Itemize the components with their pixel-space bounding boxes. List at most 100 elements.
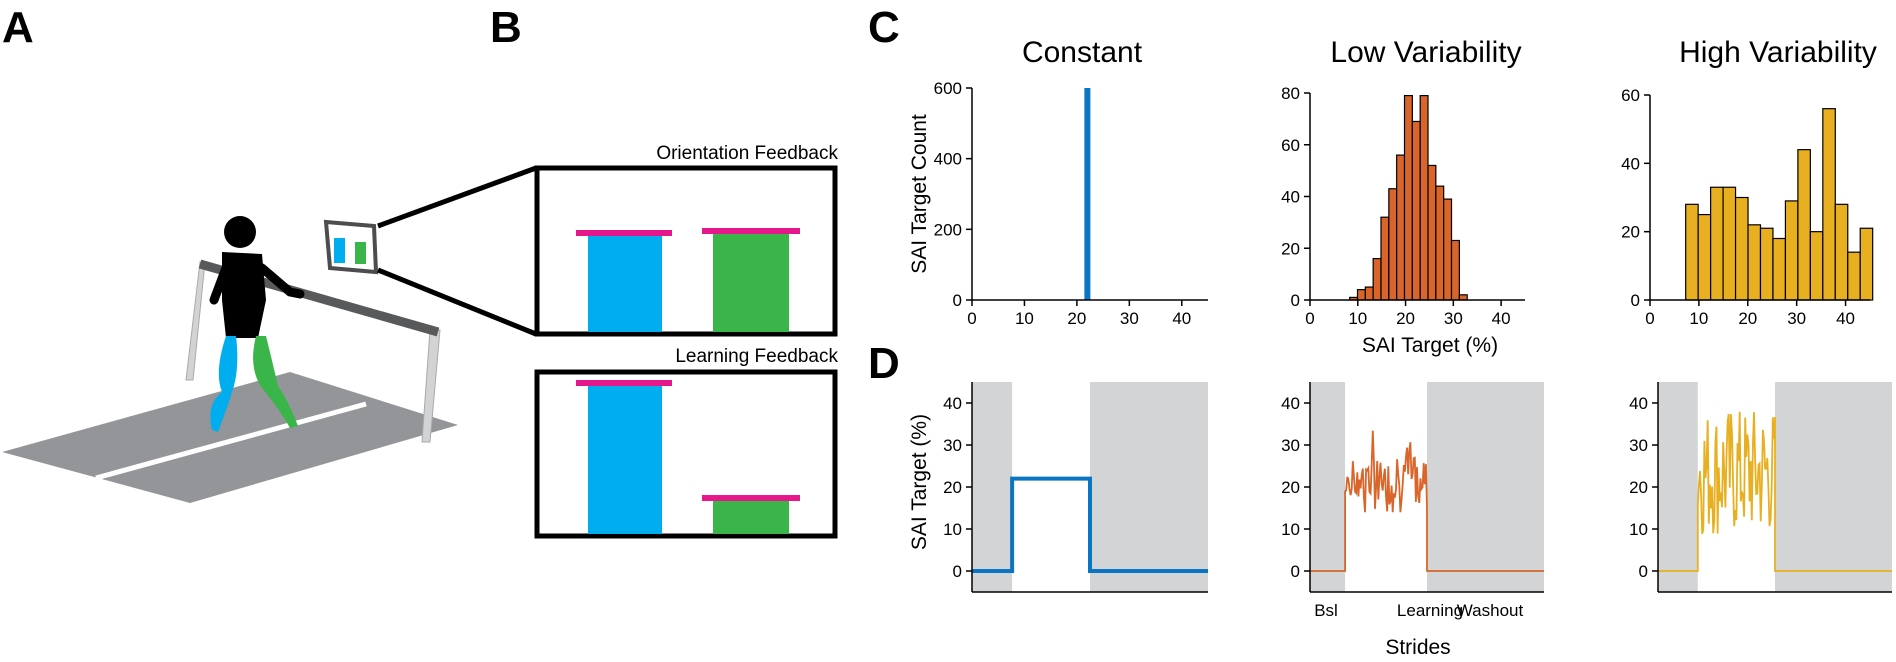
x-tick-label: 30 xyxy=(1787,309,1806,328)
histogram-bar xyxy=(1685,203,1699,301)
sai-target-line xyxy=(972,476,1208,573)
zoom-line-top xyxy=(377,165,537,229)
orientation-right-target xyxy=(702,228,800,234)
histogram-bar xyxy=(1822,108,1836,301)
y-tick-label: 80 xyxy=(1281,84,1300,103)
chart-title-low-variability: Low Variability xyxy=(1330,36,1521,69)
x-tick-label: 0 xyxy=(967,309,976,328)
panel-letter-a: A xyxy=(2,3,34,52)
x-tick-label: 0 xyxy=(1305,309,1314,328)
y-tick-label: 10 xyxy=(943,520,962,539)
y-tick-label: 20 xyxy=(1281,478,1300,497)
panel-letter-c: C xyxy=(868,3,900,52)
learning-right-target xyxy=(702,495,800,501)
histogram-bar xyxy=(1697,213,1712,301)
orientation-left-target xyxy=(576,230,672,236)
histogram-bar xyxy=(1450,239,1460,301)
y-tick-label: 20 xyxy=(1621,223,1640,242)
histogram-bar xyxy=(1722,186,1737,301)
x-axis-label-sai-target: SAI Target (%) xyxy=(1362,334,1498,357)
x-tick-label: 40 xyxy=(1836,309,1855,328)
histogram-bar xyxy=(1396,154,1406,301)
monitor-icon xyxy=(323,219,379,275)
phase-shading-bsl xyxy=(1310,382,1346,592)
phase-shading-washout xyxy=(1090,382,1208,592)
learning-feedback-box xyxy=(534,369,838,539)
y-tick-label: 400 xyxy=(934,150,962,169)
x-tick-label: 10 xyxy=(1015,309,1034,328)
histogram-bar xyxy=(1734,196,1749,301)
chart-title-high-variability: High Variability xyxy=(1679,36,1877,69)
x-tick-label: 20 xyxy=(1738,309,1757,328)
histogram-bar xyxy=(1847,251,1861,301)
sai-target-line xyxy=(1658,411,1892,572)
y-tick-label: 20 xyxy=(943,478,962,497)
trace-low-variability: 0 10 20 30 40 xyxy=(1281,382,1544,593)
x-tick-label: 40 xyxy=(1492,309,1511,328)
y-tick-label: 0 xyxy=(953,291,962,310)
histogram-bar xyxy=(1759,227,1774,301)
y-tick-label: 40 xyxy=(1281,188,1300,207)
y-tick-label: 30 xyxy=(1629,436,1648,455)
y-tick-label: 0 xyxy=(1631,291,1640,310)
phase-shading-washout xyxy=(1427,382,1544,592)
x-tick-label: 30 xyxy=(1444,309,1463,328)
y-tick-label: 60 xyxy=(1281,136,1300,155)
y-axis-label-count: SAI Target Count xyxy=(908,114,931,274)
histogram-bar xyxy=(1859,227,1874,301)
y-tick-label: 0 xyxy=(1639,562,1648,581)
y-tick-label: 40 xyxy=(1281,394,1300,413)
histogram-bar xyxy=(1411,120,1421,301)
histogram-low-variability: 0 10 20 30 40 0 20 40 60 80 xyxy=(1281,84,1525,328)
histogram-bar xyxy=(1356,289,1366,301)
trace-high-variability: 0 10 20 30 40 xyxy=(1629,382,1892,593)
phase-label-washout: Washout xyxy=(1457,601,1524,620)
chart-title-constant: Constant xyxy=(1022,36,1143,69)
x-tick-label: 10 xyxy=(1348,309,1367,328)
y-tick-label: 30 xyxy=(943,436,962,455)
histogram-bar xyxy=(1834,203,1849,301)
histogram-bar xyxy=(1419,94,1429,301)
y-tick-label: 40 xyxy=(943,394,962,413)
y-tick-label: 0 xyxy=(953,562,962,581)
y-tick-label: 200 xyxy=(934,220,962,239)
y-tick-label: 20 xyxy=(1629,478,1648,497)
y-tick-label: 0 xyxy=(1291,562,1300,581)
orientation-feedback-label: Orientation Feedback xyxy=(656,143,838,164)
x-tick-label: 40 xyxy=(1172,309,1191,328)
histogram-bar xyxy=(1443,198,1453,301)
phase-shading-bsl xyxy=(1658,382,1698,592)
histogram-bar xyxy=(1710,186,1724,301)
learning-left-bar xyxy=(588,384,662,534)
histogram-bar xyxy=(1388,188,1398,301)
histogram-bar xyxy=(1784,200,1799,301)
learning-right-bar xyxy=(713,500,789,534)
x-tick-label: 10 xyxy=(1689,309,1708,328)
y-tick-label: 0 xyxy=(1291,291,1300,310)
x-axis-label-strides: Strides xyxy=(1385,636,1450,659)
learning-left-target xyxy=(576,380,672,386)
histogram-bar xyxy=(1380,216,1390,301)
histogram-high-variability: 0 10 20 30 40 0 20 40 60 xyxy=(1621,86,1874,328)
y-tick-label: 60 xyxy=(1621,86,1640,105)
y-tick-label: 10 xyxy=(1629,520,1648,539)
learning-feedback-label: Learning Feedback xyxy=(675,346,838,367)
histogram-bar xyxy=(1372,258,1382,301)
histogram-bar xyxy=(1797,149,1811,301)
panel-letter-d: D xyxy=(868,339,900,388)
histogram-bar xyxy=(1747,224,1762,301)
histogram-bar xyxy=(1364,286,1374,301)
y-tick-label: 20 xyxy=(1281,239,1300,258)
y-tick-label: 40 xyxy=(1629,394,1648,413)
phase-label-learning: Learning xyxy=(1397,601,1463,620)
trace-constant: 0 10 20 30 40 xyxy=(943,382,1208,593)
y-tick-label: 40 xyxy=(1621,154,1640,173)
x-tick-label: 20 xyxy=(1396,309,1415,328)
histogram-bar xyxy=(1084,88,1091,300)
phase-shading-bsl xyxy=(972,382,1013,592)
histogram-bar xyxy=(1427,164,1437,301)
histogram-bar xyxy=(1458,294,1468,301)
phase-shading-washout xyxy=(1775,382,1892,592)
